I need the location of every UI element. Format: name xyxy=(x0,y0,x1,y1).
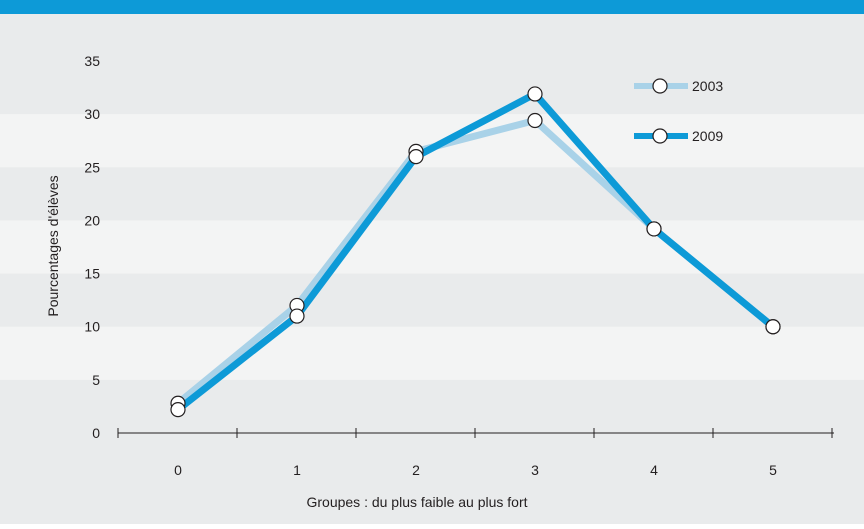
x-tick-label: 3 xyxy=(531,462,539,478)
grid-band xyxy=(0,220,864,274)
legend: 2003 2009 xyxy=(634,78,723,144)
x-tick-label: 5 xyxy=(769,462,777,478)
x-tick-label: 4 xyxy=(650,462,658,478)
y-axis-ticks: 0 5 10 15 20 25 30 35 xyxy=(84,53,100,441)
y-axis-title: Pourcentages d'élèves xyxy=(45,175,61,316)
data-point-2009 xyxy=(646,221,662,237)
x-tick-label: 0 xyxy=(174,462,182,478)
x-axis-title: Groupes : du plus faible au plus fort xyxy=(306,494,527,510)
y-tick-label: 5 xyxy=(92,372,100,388)
y-tick-label: 10 xyxy=(84,319,100,335)
x-tick-label: 1 xyxy=(293,462,301,478)
y-tick-label: 35 xyxy=(84,53,100,69)
grid-bands xyxy=(0,114,864,380)
data-point-2009 xyxy=(527,86,543,102)
data-point-2009 xyxy=(765,319,781,335)
legend-item-2009: 2009 xyxy=(634,128,723,144)
legend-marker-2009 xyxy=(652,128,668,144)
data-point-2009 xyxy=(289,308,305,324)
series-markers xyxy=(170,86,781,418)
y-tick-label: 0 xyxy=(92,425,100,441)
y-tick-label: 20 xyxy=(84,212,100,228)
x-axis-ticks: 0 1 2 3 4 5 xyxy=(117,428,833,478)
legend-label-2003: 2003 xyxy=(692,78,723,94)
series-line-2009 xyxy=(175,90,776,413)
y-tick-label: 30 xyxy=(84,106,100,122)
data-point-2009 xyxy=(170,402,186,418)
y-tick-label: 25 xyxy=(84,159,100,175)
legend-label-2009: 2009 xyxy=(692,128,723,144)
top-accent-bar xyxy=(0,0,864,14)
data-point-2003 xyxy=(527,112,543,129)
series-lines xyxy=(175,90,776,413)
y-tick-label: 15 xyxy=(84,266,100,282)
grid-band xyxy=(0,114,864,168)
legend-item-2003: 2003 xyxy=(634,78,723,94)
data-point-2009 xyxy=(408,149,424,165)
x-tick-label: 2 xyxy=(412,462,420,478)
legend-marker-2003 xyxy=(652,78,668,94)
grid-band xyxy=(0,326,864,380)
